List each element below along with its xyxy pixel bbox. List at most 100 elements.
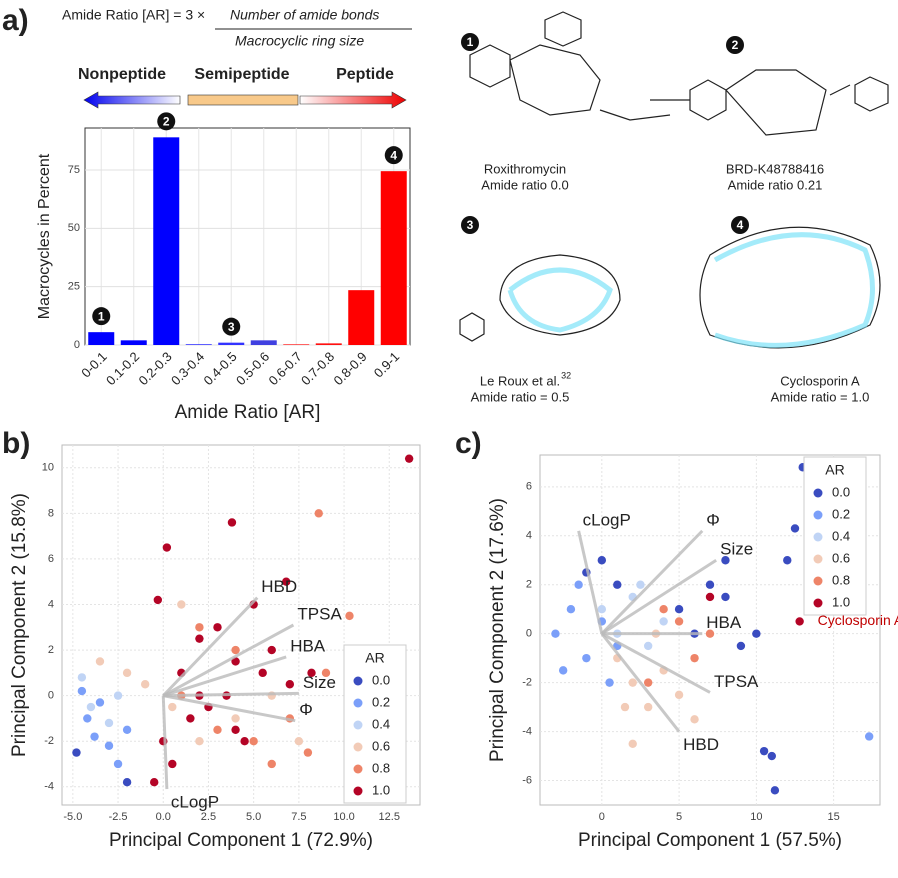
molecule-number-text: 2 [732, 38, 739, 52]
point [597, 604, 607, 614]
point [177, 600, 186, 609]
point [674, 617, 684, 626]
molecule-name: Roxithromycin [484, 161, 566, 176]
bar [218, 342, 245, 345]
legend-label: 0.0 [832, 484, 850, 499]
molecule-number [726, 36, 744, 54]
x-tick-label: 5.0 [246, 811, 261, 823]
loading-arrow [601, 558, 717, 635]
panel-label: a) [2, 4, 29, 37]
arrow [299, 91, 407, 109]
point [551, 629, 560, 638]
x-tick-label: 0.7-0.8 [298, 349, 337, 388]
y-tick-label: 10 [42, 462, 54, 474]
bar-annotation-text: 3 [228, 320, 235, 334]
point [231, 714, 240, 723]
y-tick-label: -4 [522, 725, 532, 737]
y-axis-label: Principal Component 2 (15.8%) [9, 493, 30, 757]
loading-label: cLogP [583, 510, 631, 529]
legend-swatch [353, 698, 363, 708]
annotation: Cyclosporin A [818, 612, 898, 628]
molecule-name: Cyclosporin A [780, 373, 860, 388]
bar [380, 171, 407, 345]
point [404, 454, 414, 463]
x-tick-label: 5 [676, 811, 682, 823]
legend-label: 0.2 [832, 506, 850, 521]
point [231, 645, 240, 655]
bar-annotation [222, 317, 241, 336]
point [162, 543, 172, 552]
x-tick-label: 10.0 [333, 811, 354, 823]
loading-label: HBD [683, 735, 719, 754]
y-tick-label: 0 [526, 628, 532, 640]
legend-swatch [353, 676, 363, 686]
legend-swatch [353, 786, 363, 796]
y-tick-label: -2 [44, 735, 54, 747]
bar [348, 290, 375, 345]
point [90, 732, 99, 741]
point [168, 759, 177, 769]
point [227, 518, 237, 527]
loading-arrow [163, 691, 299, 698]
reference: 32 [561, 370, 571, 380]
point [795, 617, 804, 626]
molecule-number-text: 1 [467, 35, 474, 49]
point [864, 732, 874, 741]
legend-swatch [353, 764, 363, 774]
bar [88, 332, 115, 345]
legend-swatch [813, 598, 823, 608]
point [345, 611, 354, 621]
bar [153, 137, 180, 345]
range-label: Nonpeptide [78, 66, 166, 83]
legend-label: 0.8 [832, 572, 850, 587]
x-tick-label: 12.5 [379, 811, 400, 823]
point [168, 702, 177, 712]
molecule-name: Le Roux et al. [480, 373, 560, 388]
y-tick-label: 2 [48, 644, 54, 656]
point [597, 556, 607, 565]
y-tick-label: 2 [526, 579, 532, 591]
legend-label: 0.0 [372, 672, 390, 687]
bar [315, 343, 342, 345]
legend-label: 0.8 [372, 760, 390, 775]
highlight [507, 232, 875, 348]
x-tick-label: 0.9-1 [371, 349, 403, 381]
molecule-ratio: Amide ratio = 0.5 [471, 389, 570, 404]
point [736, 641, 746, 651]
formula: Number of amide bonds [230, 7, 379, 23]
molecule-number [731, 216, 749, 234]
bar [250, 340, 277, 345]
y-tick-label: -4 [44, 781, 54, 793]
point [770, 786, 780, 795]
x-tick-label: 7.5 [291, 811, 306, 823]
y-axis-label: Macrocycles in Percent [36, 153, 53, 319]
point [195, 737, 204, 746]
bar [283, 344, 310, 345]
x-axis-label: Principal Component 1 (57.5%) [578, 830, 842, 851]
molecule-number-text: 3 [467, 218, 474, 232]
loading-arrow [600, 632, 681, 733]
point [783, 556, 792, 565]
legend-label: 0.6 [832, 550, 850, 565]
legend-swatch [813, 488, 823, 498]
bar-annotation [384, 146, 403, 165]
x-tick-label: 0.1-0.2 [103, 349, 142, 388]
point [636, 580, 645, 589]
loading-arrow [162, 694, 296, 723]
x-tick-label: 0.8-0.9 [331, 349, 370, 388]
point [643, 702, 653, 712]
x-axis-label: Amide Ratio [AR] [175, 402, 321, 423]
loading-arrow [161, 695, 169, 790]
point [186, 714, 195, 723]
bar-annotation-text: 1 [98, 309, 105, 323]
x-tick-label: 2.5 [201, 811, 216, 823]
point [122, 725, 132, 735]
point [140, 680, 150, 689]
bar-annotation-text: 4 [390, 148, 397, 162]
formula: Amide Ratio [AR] = 3 × [62, 7, 205, 23]
y-tick-label: 4 [526, 530, 532, 542]
y-tick-label: 4 [48, 598, 54, 610]
point [213, 623, 222, 632]
point [122, 778, 132, 787]
molecule-ratio: Amide ratio 0.0 [481, 177, 568, 192]
